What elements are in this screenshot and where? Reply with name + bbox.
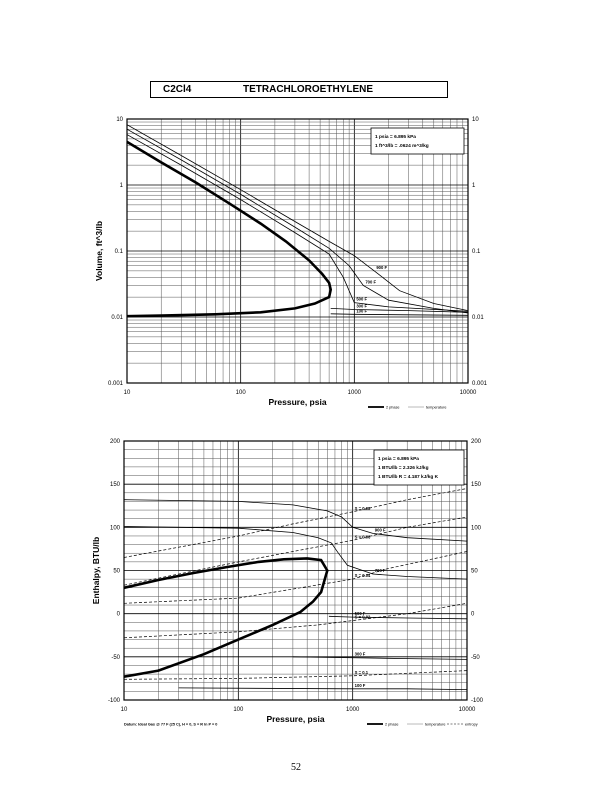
y-tick-label: 0.1 bbox=[115, 249, 124, 255]
series-label: 500 F bbox=[355, 611, 366, 616]
y-tick-label-right: 100 bbox=[471, 525, 482, 531]
y-tick-label: 200 bbox=[110, 439, 121, 445]
y-axis-label: Volume, ft^3/lb bbox=[94, 221, 104, 281]
info-box-line: 1 psia = 6.895 kPa bbox=[378, 456, 419, 462]
x-axis-label: Pressure, psia bbox=[266, 714, 324, 724]
series-label: 900 F bbox=[376, 265, 387, 270]
series-500-f bbox=[328, 615, 468, 620]
series-300-f bbox=[292, 656, 468, 660]
series-label: S = 0.02 bbox=[355, 615, 371, 620]
series-900-f bbox=[126, 124, 469, 311]
series-100-f bbox=[178, 687, 468, 690]
info-box-line: 1 BTU/lb = 2.326 kJ/kg bbox=[378, 465, 429, 471]
y-tick-label: 0.001 bbox=[108, 381, 124, 387]
info-box-line: 1 ft^3/lb = .0624 m^3/kg bbox=[375, 143, 429, 149]
y-tick-label-right: 0.1 bbox=[472, 249, 481, 255]
x-tick-label: 100 bbox=[236, 390, 247, 396]
x-axis-label: Pressure, psia bbox=[268, 397, 326, 407]
series-s-0-08 bbox=[123, 488, 468, 558]
series-700-f bbox=[123, 526, 468, 580]
series-s-0-04 bbox=[123, 551, 468, 604]
series-2-phase bbox=[126, 140, 333, 318]
series-label: 700 F bbox=[365, 280, 376, 285]
series-100-f bbox=[330, 313, 469, 316]
series-label: 700 F bbox=[375, 568, 386, 573]
series-s-0-06 bbox=[123, 516, 468, 586]
series-label: S = 0.08 bbox=[355, 506, 371, 511]
legend-label: entropy bbox=[465, 723, 478, 727]
x-tick-label: 100 bbox=[233, 707, 244, 713]
compound-formula: C2Cl4 bbox=[163, 84, 192, 95]
x-tick-label: 10 bbox=[121, 707, 128, 713]
volume-chart: 10 100 1000 10000 0.001 0.001 0.01 0.01 0.1 0.1 1 1… bbox=[94, 117, 488, 410]
series-label: S = 0.1 bbox=[355, 670, 369, 675]
series-300-f bbox=[330, 308, 469, 313]
series-500-f bbox=[126, 134, 469, 312]
y-tick-label-right: 200 bbox=[471, 439, 482, 445]
legend-label: 2 phase bbox=[386, 406, 400, 410]
y-tick-label: 150 bbox=[110, 482, 121, 488]
series-label: S = 0.04 bbox=[355, 573, 371, 578]
y-tick-label: 50 bbox=[113, 569, 120, 575]
x-tick-label: 1000 bbox=[348, 390, 362, 396]
info-box-line: 1 BTU/lb R = 4.187 kJ/kg K bbox=[378, 474, 439, 480]
series-label: S = 0.06 bbox=[355, 534, 371, 539]
y-tick-label: 1 bbox=[120, 183, 124, 189]
y-tick-label-right: -50 bbox=[471, 655, 480, 661]
y-tick-label: 100 bbox=[110, 525, 121, 531]
y-tick-label-right: 50 bbox=[471, 569, 478, 575]
series-700-f bbox=[126, 128, 469, 314]
page-number: 52 bbox=[291, 762, 301, 773]
y-tick-label-right: 0 bbox=[471, 612, 475, 618]
x-tick-label: 1000 bbox=[346, 707, 360, 713]
y-tick-label-right: 0.01 bbox=[472, 315, 484, 321]
compound-name: TETRACHLOROETHYLENE bbox=[243, 84, 373, 95]
y-tick-label-right: 0.001 bbox=[472, 381, 488, 387]
series-s-0-02 bbox=[123, 602, 468, 639]
x-tick-label: 10000 bbox=[459, 707, 476, 713]
y-tick-label-right: 10 bbox=[472, 117, 479, 123]
legend-label: 2 phase bbox=[385, 723, 399, 727]
info-box-line: 1 psia = 6.895 kPa bbox=[375, 134, 416, 140]
plot-frame bbox=[123, 440, 468, 701]
plot-frame bbox=[126, 118, 469, 384]
x-tick-label: 10 bbox=[124, 390, 131, 396]
legend-label: temperature bbox=[425, 723, 445, 727]
y-tick-label: 10 bbox=[116, 117, 123, 123]
info-box bbox=[373, 449, 465, 486]
legend-label: temperature bbox=[426, 406, 446, 410]
series-label: 100 F bbox=[356, 308, 367, 313]
x-tick-label: 10000 bbox=[460, 390, 477, 396]
footnote: Datum: Ideal Gas @ 77 F (25 C), H = 0, S… bbox=[124, 723, 217, 727]
y-tick-label-right: -100 bbox=[471, 698, 484, 704]
series-label: 300 F bbox=[356, 303, 367, 308]
y-tick-label-right: 150 bbox=[471, 482, 482, 488]
y-tick-label: -100 bbox=[108, 698, 121, 704]
y-tick-label-right: 1 bbox=[472, 183, 476, 189]
series-s-0-1 bbox=[123, 670, 468, 680]
y-axis-label: Enthalpy, BTU/lb bbox=[91, 537, 101, 604]
series-label: 100 F bbox=[355, 683, 366, 688]
series-2-phase bbox=[123, 557, 329, 678]
series-label: 500 F bbox=[356, 297, 367, 302]
series-label: 300 F bbox=[355, 652, 366, 657]
info-box bbox=[370, 127, 465, 155]
y-tick-label: 0 bbox=[117, 612, 121, 618]
y-tick-label: 0.01 bbox=[111, 315, 123, 321]
title-box: C2Cl4 TETRACHLOROETHYLENE bbox=[150, 81, 448, 98]
series-900-f bbox=[123, 499, 468, 542]
series-label: 900 F bbox=[375, 527, 386, 532]
y-tick-label: -50 bbox=[111, 655, 120, 661]
